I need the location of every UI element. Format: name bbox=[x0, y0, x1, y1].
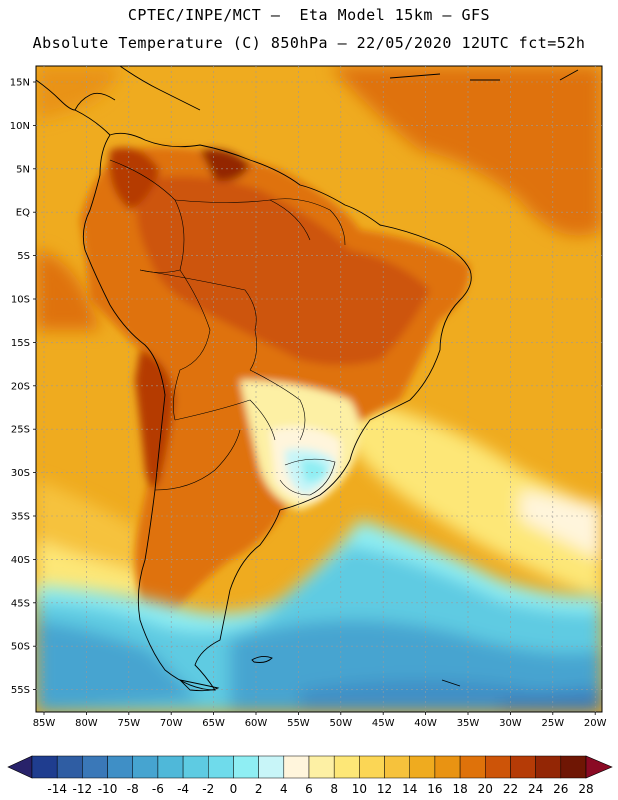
colorbar-low-arrow bbox=[7, 755, 33, 779]
latitude-label: 40S bbox=[11, 555, 30, 566]
map-frame bbox=[35, 65, 603, 713]
colorbar-label: -2 bbox=[202, 782, 214, 796]
coastline bbox=[35, 65, 579, 692]
temperature-field bbox=[36, 66, 602, 712]
colorbar-segment bbox=[233, 755, 259, 779]
latitude-label: 55S bbox=[11, 685, 30, 696]
latitude-label: 5S bbox=[17, 251, 30, 262]
colorbar-label: 16 bbox=[427, 782, 442, 796]
colorbar-segment bbox=[283, 755, 310, 779]
colorbar-label: 24 bbox=[528, 782, 543, 796]
colorbar-label: -12 bbox=[73, 782, 93, 796]
longitude-label: 20W bbox=[584, 718, 607, 729]
latitude-label: 15N bbox=[10, 78, 30, 89]
colorbar-label: 10 bbox=[352, 782, 367, 796]
colorbar-label: -14 bbox=[47, 782, 67, 796]
colorbar-segment bbox=[308, 755, 335, 779]
colorbar-high-arrow bbox=[585, 755, 613, 779]
longitude-label: 25W bbox=[541, 718, 564, 729]
colorbar-segment bbox=[359, 755, 385, 779]
longitude-labels: 85W 80W 75W 70W 65W 60W 55W 50W 45W 40W 35W 30W 25W 2… bbox=[33, 712, 607, 729]
colorbar-segment bbox=[384, 755, 410, 779]
latitude-label: EQ bbox=[16, 208, 30, 219]
colorbar-label: 6 bbox=[305, 782, 313, 796]
latitude-label: 5N bbox=[16, 164, 30, 175]
colorbar-label: -10 bbox=[98, 782, 118, 796]
colorbar-label: -4 bbox=[177, 782, 189, 796]
colorbar-segment bbox=[510, 755, 536, 779]
latitude-label: 15S bbox=[11, 338, 30, 349]
colorbar-segment bbox=[434, 755, 461, 779]
colorbar-label: 0 bbox=[230, 782, 238, 796]
colorbar-segment bbox=[157, 755, 184, 779]
colorbar-segment bbox=[333, 755, 360, 779]
longitude-label: 40W bbox=[414, 718, 437, 729]
colorbar-label: 12 bbox=[377, 782, 392, 796]
latitude-label: 50S bbox=[11, 642, 30, 653]
colorbar-labels: -14 -12 -10 -8 -6 -4 -2 0 2 4 6 8 10 12 14 16 18 20 22 24 26… bbox=[47, 782, 593, 796]
longitude-label: 70W bbox=[160, 718, 183, 729]
latitude-label: 20S bbox=[11, 381, 30, 392]
colorbar-label: 28 bbox=[578, 782, 593, 796]
latitude-labels: 15N 10N 5N EQ 5S 10S 15S 20S 25S 30S 35S 40S 45S 50S 5… bbox=[10, 78, 36, 696]
colorbar-segment bbox=[132, 755, 159, 779]
colorbar-segment bbox=[535, 755, 562, 779]
colorbar-label: 8 bbox=[330, 782, 338, 796]
latitude-label: 10N bbox=[10, 121, 30, 132]
longitude-label: 75W bbox=[117, 718, 140, 729]
colorbar-segment bbox=[31, 755, 58, 779]
colorbar-label: 4 bbox=[280, 782, 288, 796]
colorbar-segment bbox=[107, 755, 133, 779]
colorbar-label: -8 bbox=[127, 782, 139, 796]
longitude-label: 30W bbox=[499, 718, 522, 729]
colorbar-segment bbox=[560, 755, 587, 779]
colorbar-label: 22 bbox=[503, 782, 518, 796]
latitude-label: 30S bbox=[11, 468, 30, 479]
colorbar-segment bbox=[485, 755, 511, 779]
gridlines bbox=[36, 66, 602, 712]
colorbar-segment bbox=[56, 755, 83, 779]
chart-title-line2: Absolute Temperature (C) 850hPa — 22/05/… bbox=[32, 34, 586, 52]
chart-title-line1: CPTEC/INPE/MCT — Eta Model 15km — GFS bbox=[127, 6, 491, 24]
colorbar-segment bbox=[82, 755, 108, 779]
colorbar-label: 14 bbox=[402, 782, 417, 796]
colorbar-segment bbox=[208, 755, 234, 779]
country-borders bbox=[109, 159, 346, 496]
longitude-label: 65W bbox=[202, 718, 225, 729]
colorbar-label: 26 bbox=[553, 782, 568, 796]
colorbar-segment bbox=[258, 755, 285, 779]
longitude-label: 35W bbox=[457, 718, 480, 729]
colorbar-label: -6 bbox=[152, 782, 164, 796]
latitude-label: 10S bbox=[11, 295, 30, 306]
colorbar-segment bbox=[409, 755, 436, 779]
longitude-label: 50W bbox=[329, 718, 352, 729]
longitude-label: 55W bbox=[287, 718, 310, 729]
longitude-label: 45W bbox=[372, 718, 395, 729]
latitude-label: 25S bbox=[11, 425, 30, 436]
colorbar-label: 20 bbox=[478, 782, 493, 796]
latitude-label: 45S bbox=[11, 598, 30, 609]
colorbar-label: 18 bbox=[452, 782, 467, 796]
longitude-label: 85W bbox=[33, 718, 56, 729]
longitude-label: 60W bbox=[245, 718, 268, 729]
colorbar-label: 2 bbox=[255, 782, 263, 796]
latitude-label: 35S bbox=[11, 512, 30, 523]
longitude-label: 80W bbox=[75, 718, 98, 729]
colorbar-segment bbox=[459, 755, 486, 779]
colorbar bbox=[7, 755, 613, 779]
colorbar-segment bbox=[182, 755, 209, 779]
